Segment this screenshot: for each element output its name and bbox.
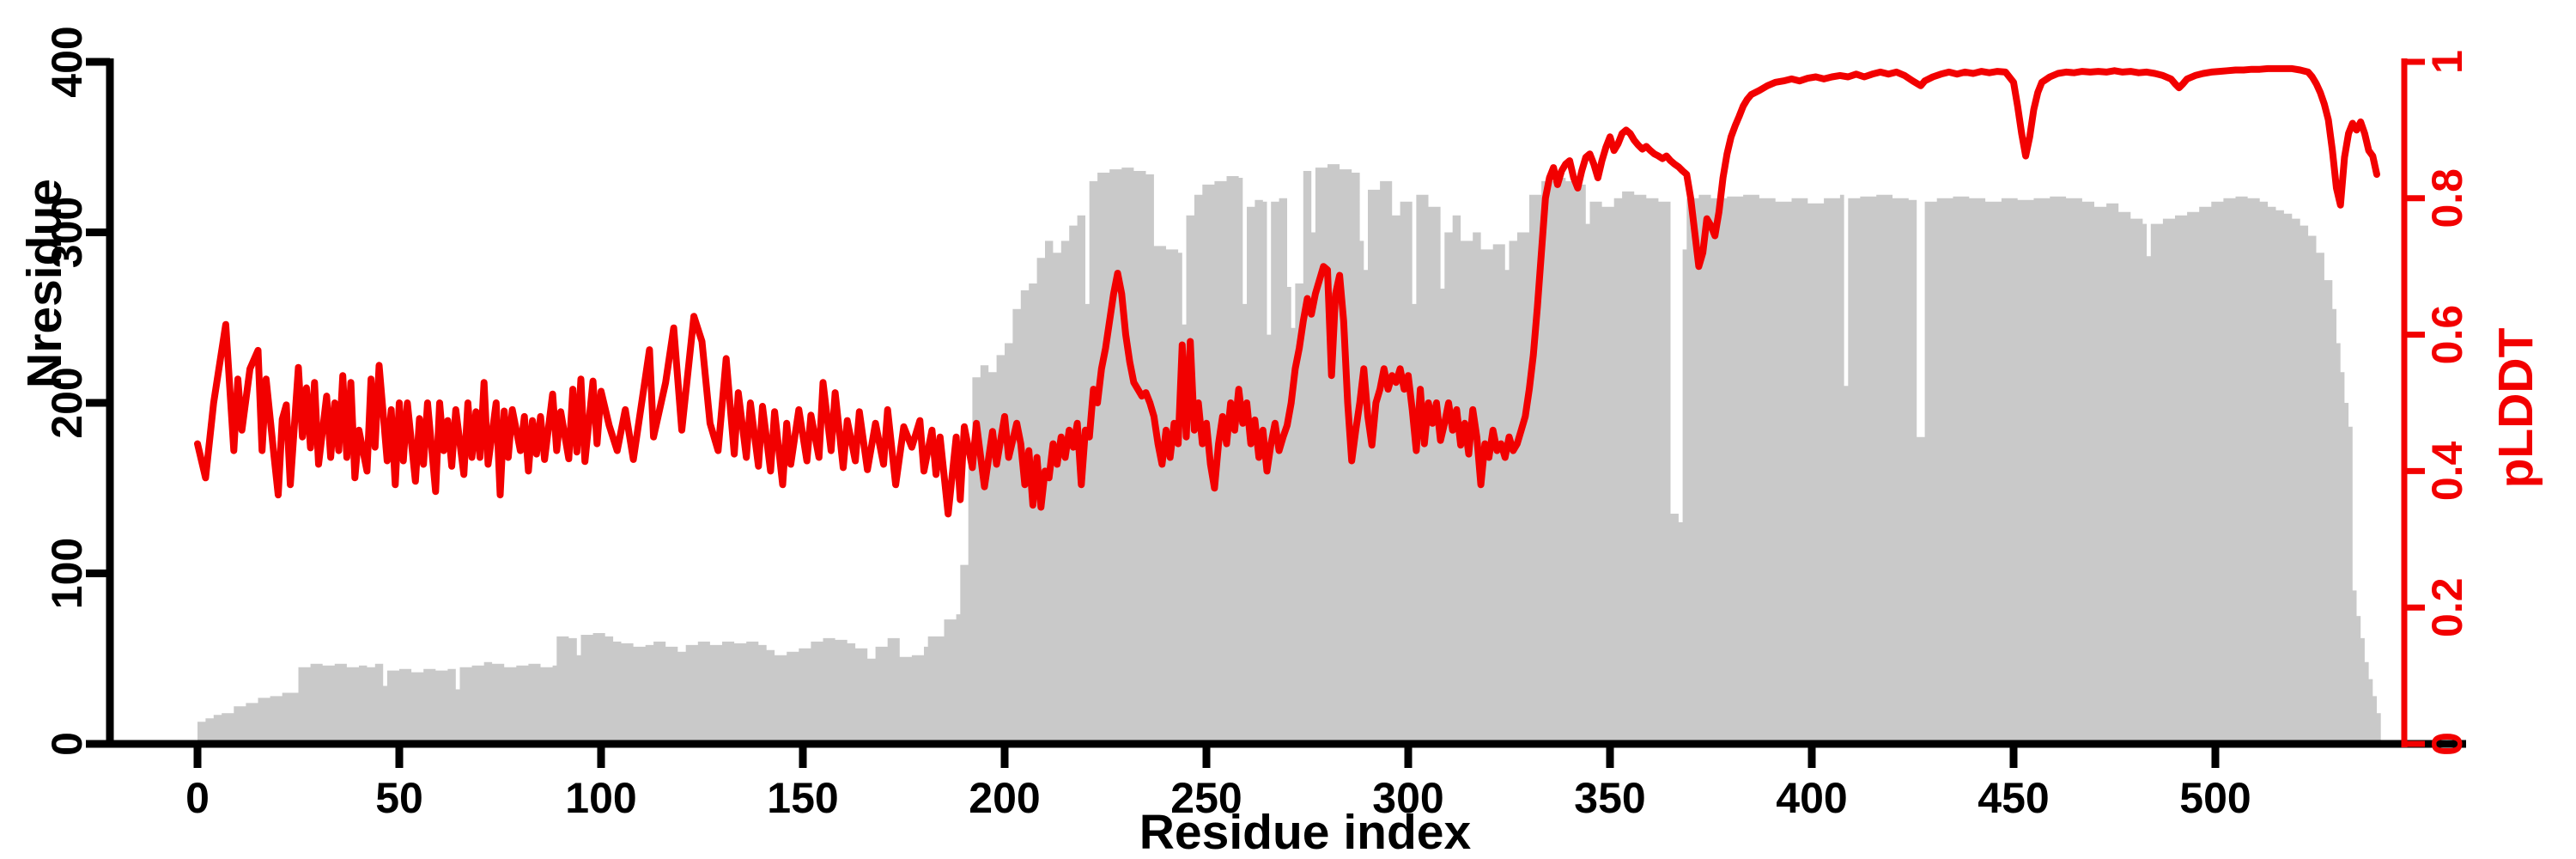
y-left-tick-label: 300 [43, 197, 91, 268]
y-right-tick-label: 0.2 [2423, 577, 2471, 637]
y-right-tick-label: 1 [2423, 50, 2471, 74]
nresidue-bars-area [197, 164, 2381, 745]
y-right-tick-label: 0.6 [2423, 305, 2471, 365]
x-tick-label: 450 [1978, 774, 2049, 822]
plddt-line [194, 64, 2380, 518]
x-tick-label: 150 [767, 774, 838, 822]
x-tick-label: 500 [2179, 774, 2251, 822]
tick-marks-and-labels: 0 100 200 300 400 0 50 100 150 200 250 300 350 400 450… [43, 26, 2471, 822]
x-tick-label: 200 [969, 774, 1040, 822]
y-right-tick-label: 0.4 [2423, 441, 2471, 501]
x-tick-label: 250 [1170, 774, 1242, 822]
y-left-tick-label: 0 [43, 732, 91, 756]
plddt-curve [194, 64, 2380, 518]
y-left-tick-label: 200 [43, 367, 91, 438]
y-left-tick-label: 100 [43, 538, 91, 609]
bars-series [197, 164, 2381, 745]
x-tick-label: 300 [1372, 774, 1443, 822]
y-axis-left-title: Nresidue [17, 179, 72, 388]
x-axis-title: Residue index [1139, 805, 1472, 859]
x-tick-label: 0 [185, 774, 210, 822]
x-tick-label: 100 [565, 774, 636, 822]
y-right-tick-label: 0.8 [2423, 168, 2471, 228]
x-tick-label: 50 [375, 774, 423, 822]
y-axis-right-title: pLDDT [2488, 327, 2543, 488]
x-tick-label: 400 [1776, 774, 1847, 822]
x-tick-label: 350 [1574, 774, 1645, 822]
y-left-tick-label: 400 [43, 26, 91, 97]
y-right-tick-label: 0 [2423, 732, 2471, 756]
